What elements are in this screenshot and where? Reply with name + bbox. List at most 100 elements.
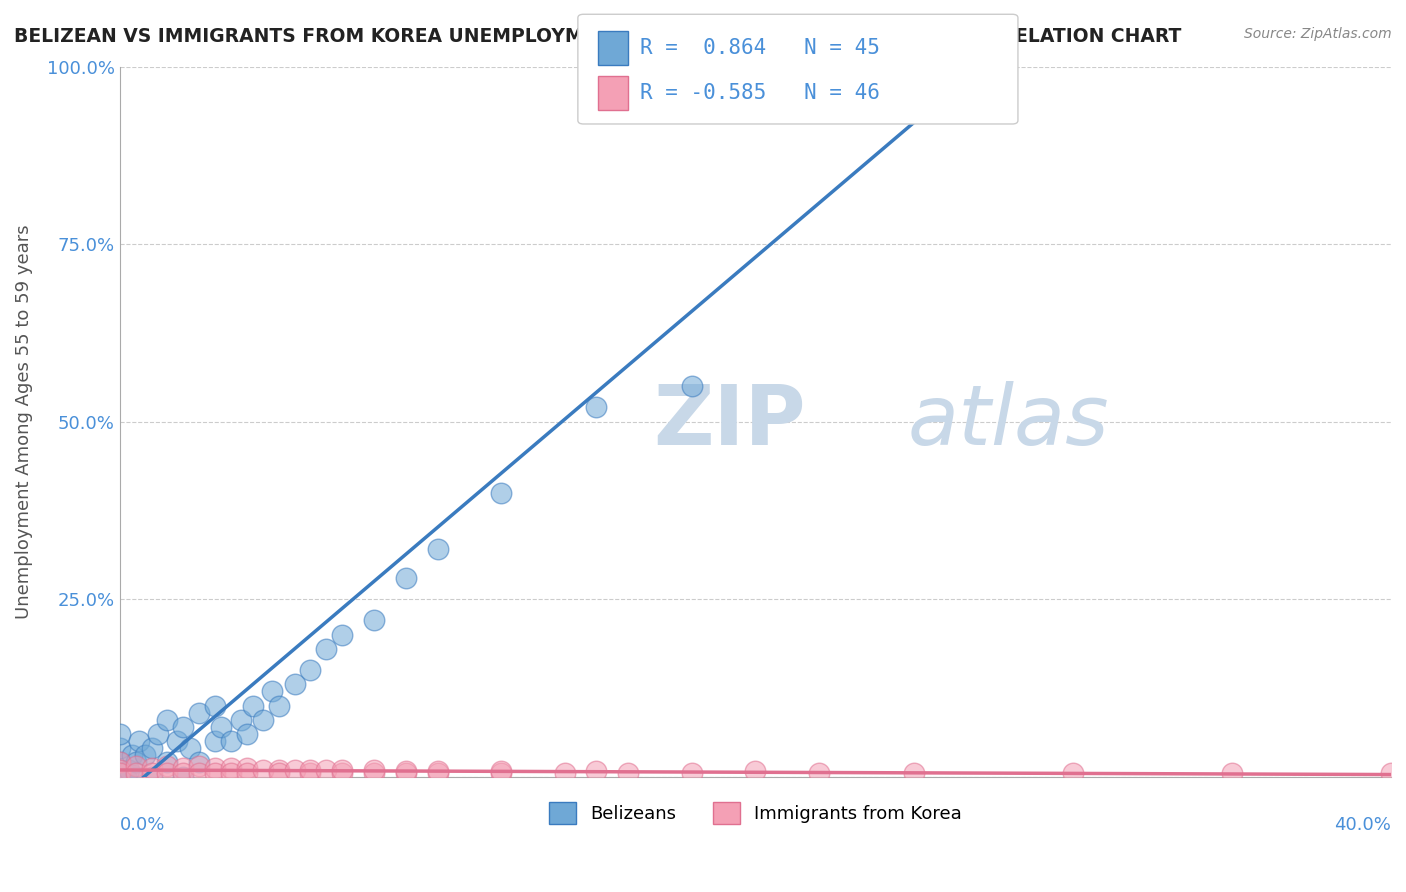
Point [330,763,353,777]
Point [585,764,607,778]
Text: 0.0%: 0.0% [120,815,165,834]
Text: R = -0.585   N = 46: R = -0.585 N = 46 [640,83,880,103]
Point [242,698,264,713]
Point [141,770,163,784]
Point [262,684,284,698]
Point [807,74,830,88]
Point [108,727,131,741]
Point [330,627,353,641]
Point [807,766,830,780]
Point [141,766,163,780]
Text: ZIP: ZIP [654,381,806,462]
Point [489,766,512,780]
Point [236,727,259,741]
Point [172,720,194,734]
Point [219,766,242,780]
Point [188,706,211,720]
Point [128,734,150,748]
Text: R =  0.864   N = 45: R = 0.864 N = 45 [640,38,880,58]
Point [108,756,131,770]
Point [236,761,259,775]
Point [267,698,290,713]
Point [108,763,131,777]
Point [172,761,194,775]
Point [267,763,290,777]
Point [108,756,131,770]
Point [156,713,179,727]
Point [315,641,337,656]
Point [141,741,163,756]
Point [681,379,703,393]
Y-axis label: Unemployment Among Ages 55 to 59 years: Unemployment Among Ages 55 to 59 years [15,224,32,619]
Point [211,720,233,734]
Point [299,766,322,780]
Point [363,614,385,628]
Point [124,756,146,770]
Point [585,401,607,415]
Point [252,713,274,727]
Point [124,770,146,784]
Point [156,756,179,770]
Point [156,766,179,780]
Point [115,770,138,784]
Point [395,766,418,780]
Point [134,748,156,763]
Point [267,766,290,780]
Point [554,766,576,780]
Point [426,764,449,778]
Text: atlas: atlas [908,381,1109,462]
Point [236,766,259,780]
Point [903,766,925,780]
Point [872,74,894,88]
Text: Source: ZipAtlas.com: Source: ZipAtlas.com [1244,27,1392,41]
Point [283,677,305,691]
Point [363,763,385,777]
Point [108,770,131,784]
Point [252,763,274,777]
Point [299,763,322,777]
Point [156,759,179,773]
Point [146,727,169,741]
Point [363,766,385,780]
Text: BELIZEAN VS IMMIGRANTS FROM KOREA UNEMPLOYMENT AMONG AGES 55 TO 59 YEARS CORRELA: BELIZEAN VS IMMIGRANTS FROM KOREA UNEMPL… [14,27,1181,45]
Point [229,713,252,727]
Point [172,766,194,780]
Point [179,741,201,756]
Point [172,770,194,784]
Point [188,759,211,773]
Point [1220,766,1243,780]
Point [188,756,211,770]
Point [426,542,449,557]
Point [108,763,131,777]
Point [489,764,512,778]
Point [108,741,131,756]
Point [166,734,188,748]
Point [204,766,226,780]
Point [489,485,512,500]
Point [108,766,131,780]
Point [283,763,305,777]
Legend: Belizeans, Immigrants from Korea: Belizeans, Immigrants from Korea [541,795,969,831]
Point [315,763,337,777]
Point [219,734,242,748]
Point [204,734,226,748]
Point [204,698,226,713]
Point [124,766,146,780]
Point [118,763,141,777]
Point [617,766,640,780]
Point [188,766,211,780]
Point [681,766,703,780]
Point [1379,766,1402,780]
Point [204,761,226,775]
Point [124,759,146,773]
Point [1062,766,1084,780]
Point [299,663,322,677]
Text: 40.0%: 40.0% [1334,815,1391,834]
Point [395,571,418,585]
Point [744,764,766,778]
Point [121,748,143,763]
Point [141,761,163,775]
Point [426,766,449,780]
Point [395,764,418,778]
Point [330,766,353,780]
